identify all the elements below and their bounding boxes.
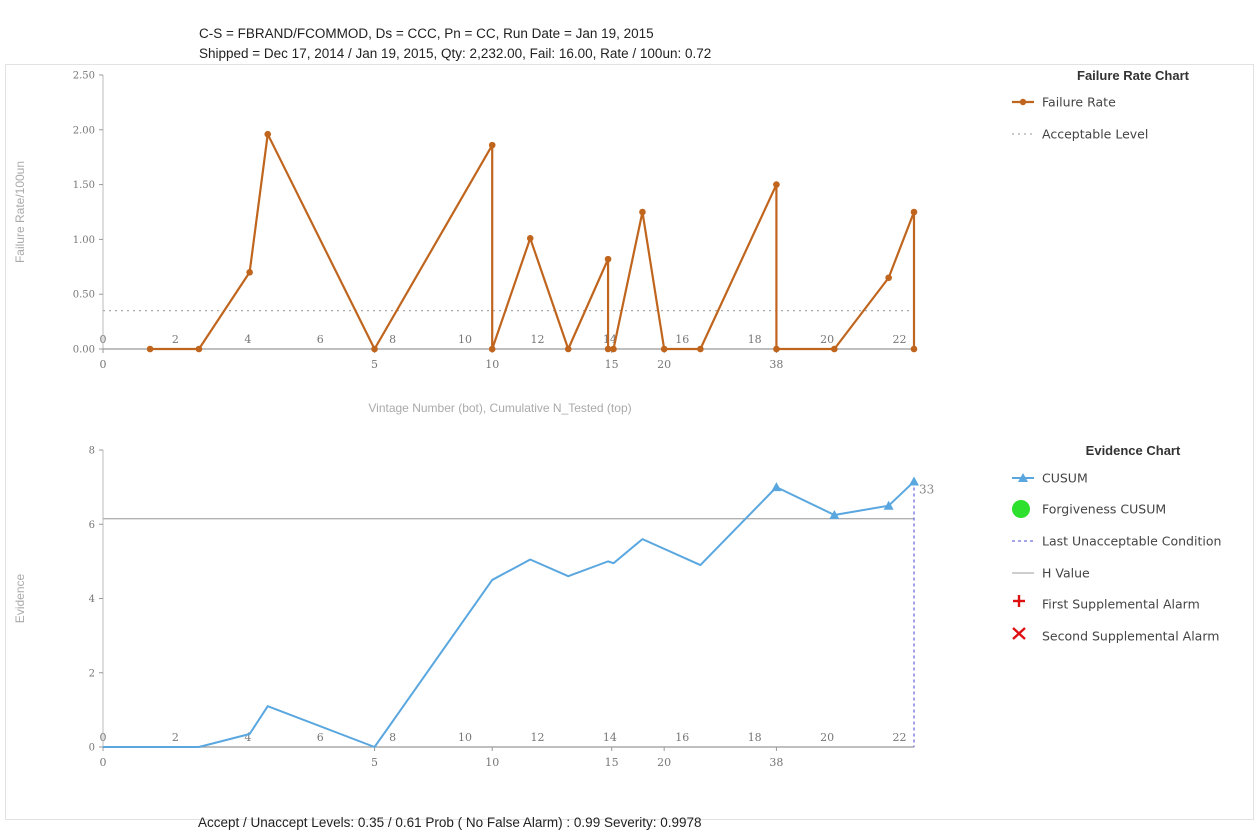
x-bottom-tick-label: 5 bbox=[371, 358, 378, 371]
legend-label: Failure Rate bbox=[1042, 95, 1116, 110]
legend-label: CUSUM bbox=[1042, 471, 1088, 486]
legend-label: Acceptable Level bbox=[1042, 127, 1148, 142]
y-tick-label: 0.50 bbox=[73, 290, 95, 301]
x-top-tick-label: 22 bbox=[893, 731, 907, 744]
x-top-tick-label: 18 bbox=[748, 333, 762, 346]
failure-rate-point bbox=[488, 345, 496, 353]
y-tick-label: 8 bbox=[89, 446, 95, 457]
cusum-annotation: 33 bbox=[919, 482, 934, 496]
chart-footer: Accept / Unaccept Levels: 0.35 / 0.61 Pr… bbox=[198, 815, 702, 830]
x-top-tick-label: 16 bbox=[675, 333, 689, 346]
x-bottom-tick-label: 20 bbox=[657, 756, 671, 769]
failure-rate-point bbox=[831, 345, 838, 353]
chart-panel bbox=[5, 64, 1254, 820]
y-tick-label: 0 bbox=[89, 743, 95, 754]
cusum-marker bbox=[909, 476, 919, 486]
chart-header-line2: Shipped = Dec 17, 2014 / Jan 19, 2015, Q… bbox=[199, 46, 712, 61]
x-axis-label: Vintage Number (bot), Cumulative N_Teste… bbox=[368, 401, 631, 415]
y-tick-label: 6 bbox=[89, 520, 95, 531]
failure-rate-point bbox=[885, 274, 892, 282]
legend-label: First Supplemental Alarm bbox=[1042, 597, 1200, 612]
x-top-tick-label: 20 bbox=[820, 333, 834, 346]
x-top-tick-label: 10 bbox=[458, 333, 472, 346]
legend-cusum-marker bbox=[1018, 473, 1028, 482]
chart-header-line1: C-S = FBRAND/FCOMMOD, Ds = CCC, Pn = CC,… bbox=[199, 26, 654, 41]
legend-second-alarm-b bbox=[1012, 627, 1026, 640]
cusum-marker bbox=[883, 500, 894, 510]
y-tick-label: 1.00 bbox=[73, 235, 95, 246]
x-bottom-tick-label: 0 bbox=[100, 358, 107, 371]
x-top-tick-label: 2 bbox=[172, 731, 179, 744]
x-bottom-tick-label: 5 bbox=[371, 756, 378, 769]
x-top-tick-label: 0 bbox=[100, 731, 107, 744]
x-top-tick-label: 14 bbox=[603, 333, 617, 346]
x-bottom-tick-label: 10 bbox=[485, 756, 499, 769]
failure-rate-point bbox=[639, 208, 646, 216]
x-bottom-tick-label: 0 bbox=[100, 756, 107, 769]
failure-rate-point bbox=[610, 345, 617, 353]
x-bottom-tick-label: 38 bbox=[769, 358, 783, 371]
x-bottom-tick-label: 20 bbox=[657, 358, 671, 371]
cusum-marker bbox=[771, 482, 782, 492]
y-axis-label: Evidence bbox=[13, 573, 27, 623]
x-top-tick-label: 22 bbox=[893, 333, 907, 346]
y-tick-label: 0.00 bbox=[73, 345, 95, 356]
failure-rate-point bbox=[604, 255, 612, 263]
failure-rate-point bbox=[910, 208, 918, 216]
failure-rate-point bbox=[146, 345, 154, 353]
y-axis-label: Failure Rate/100un bbox=[13, 161, 27, 263]
x-top-tick-label: 2 bbox=[172, 333, 179, 346]
y-tick-label: 2 bbox=[89, 668, 95, 679]
x-top-tick-label: 6 bbox=[317, 333, 324, 346]
x-bottom-tick-label: 15 bbox=[605, 358, 619, 371]
cusum-line bbox=[103, 480, 915, 748]
x-top-tick-label: 14 bbox=[603, 731, 617, 744]
x-top-tick-label: 10 bbox=[458, 731, 472, 744]
x-top-tick-label: 12 bbox=[530, 731, 544, 744]
failure-rate-point bbox=[264, 130, 272, 138]
x-top-tick-label: 8 bbox=[389, 731, 396, 744]
failure-rate-point bbox=[195, 345, 203, 353]
y-tick-label: 2.00 bbox=[73, 125, 95, 136]
failure-rate-point bbox=[773, 345, 780, 353]
x-top-tick-label: 16 bbox=[675, 731, 689, 744]
y-tick-label: 4 bbox=[89, 594, 95, 605]
failure-rate-point bbox=[246, 268, 253, 276]
x-top-tick-label: 0 bbox=[100, 333, 107, 346]
failure-rate-point bbox=[660, 345, 668, 353]
failure-rate-point bbox=[488, 141, 496, 149]
legend-label: H Value bbox=[1042, 566, 1090, 581]
x-top-tick-label: 4 bbox=[244, 731, 251, 744]
legend-forgiveness-marker bbox=[1012, 500, 1030, 518]
legend-label: Second Supplemental Alarm bbox=[1042, 629, 1219, 644]
failure-rate-point bbox=[526, 235, 534, 242]
legend-title: Evidence Chart bbox=[1086, 443, 1181, 458]
failure-rate-point bbox=[564, 345, 572, 353]
x-top-tick-label: 20 bbox=[820, 731, 834, 744]
x-top-tick-label: 8 bbox=[389, 333, 396, 346]
failure-rate-point bbox=[910, 345, 918, 353]
failure-rate-point bbox=[773, 181, 780, 188]
x-top-tick-label: 6 bbox=[317, 731, 324, 744]
legend-label: Last Unacceptable Condition bbox=[1042, 534, 1221, 549]
cusum-marker bbox=[829, 509, 840, 519]
legend-title: Failure Rate Chart bbox=[1077, 68, 1190, 83]
x-top-tick-label: 18 bbox=[748, 731, 762, 744]
failure-rate-point bbox=[371, 345, 378, 353]
x-top-tick-label: 4 bbox=[244, 333, 251, 346]
x-bottom-tick-label: 38 bbox=[769, 756, 783, 769]
y-tick-label: 1.50 bbox=[73, 180, 95, 191]
legend-label: Forgiveness CUSUM bbox=[1042, 502, 1166, 517]
legend-failure-rate-marker bbox=[1019, 98, 1027, 106]
x-bottom-tick-label: 15 bbox=[605, 756, 619, 769]
failure-rate-point bbox=[697, 345, 704, 353]
x-top-tick-label: 12 bbox=[530, 333, 544, 346]
failure-rate-point bbox=[604, 345, 612, 353]
y-tick-label: 2.50 bbox=[73, 71, 95, 82]
x-bottom-tick-label: 10 bbox=[485, 358, 499, 371]
failure-rate-line bbox=[150, 133, 916, 351]
